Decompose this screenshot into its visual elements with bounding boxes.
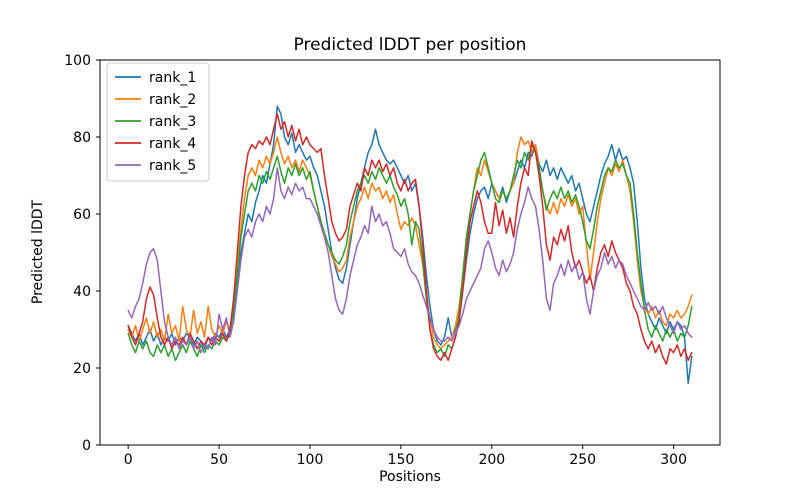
legend: rank_1 rank_2 rank_3 rank_4 rank_5	[106, 62, 210, 182]
legend-label-rank_1: rank_1	[149, 70, 196, 86]
x-tick-label: 300	[660, 452, 687, 468]
x-tick-label: 100	[297, 452, 324, 468]
x-tick-label: 250	[569, 452, 596, 468]
plot-border	[99, 59, 721, 446]
x-tick-label: 150	[388, 452, 415, 468]
y-axis-label: Predicted lDDT	[30, 199, 46, 304]
y-axis-ticks: 0 20 40 60 80 100	[64, 53, 100, 454]
series-line-rank_4	[127, 113, 693, 365]
y-tick-label: 40	[73, 284, 91, 300]
y-tick-label: 80	[73, 130, 91, 146]
series-line-rank_3	[127, 143, 693, 362]
legend-box	[106, 62, 210, 182]
legend-label-rank_5: rank_5	[149, 158, 196, 174]
series-line-rank_2	[127, 136, 693, 350]
x-tick-label: 50	[210, 452, 228, 468]
series-line-rank_5	[127, 167, 693, 354]
legend-label-rank_2: rank_2	[149, 92, 196, 108]
x-axis-label: Positions	[379, 469, 441, 485]
x-tick-label: 200	[478, 452, 505, 468]
y-tick-label: 20	[73, 361, 91, 377]
y-tick-label: 100	[64, 53, 91, 69]
y-tick-label: 0	[82, 438, 91, 454]
legend-label-rank_4: rank_4	[149, 136, 196, 152]
series-lines	[127, 105, 693, 385]
chart-title: Predicted lDDT per position	[294, 35, 527, 55]
legend-label-rank_3: rank_3	[149, 114, 196, 130]
y-tick-label: 60	[73, 207, 91, 223]
x-axis-ticks: 0 50 100 150 200 250 300	[124, 445, 687, 468]
x-tick-label: 0	[124, 452, 133, 468]
